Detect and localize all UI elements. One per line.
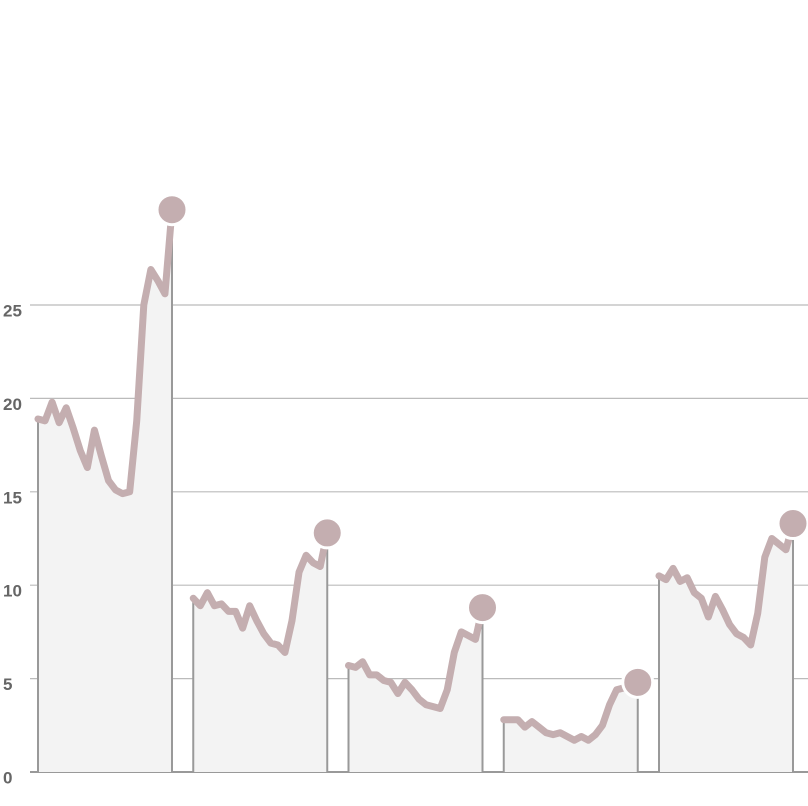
area bbox=[659, 523, 793, 772]
y-tick-label: 0 bbox=[3, 768, 12, 787]
y-tick-label: 20 bbox=[3, 395, 22, 414]
end-dot bbox=[310, 516, 344, 550]
area bbox=[503, 682, 638, 772]
line bbox=[500, 678, 642, 744]
area bbox=[348, 607, 483, 772]
y-tick-label: 15 bbox=[3, 488, 22, 507]
area bbox=[38, 209, 172, 772]
y-tick-label: 5 bbox=[3, 675, 12, 694]
line bbox=[655, 520, 797, 649]
line bbox=[34, 206, 176, 498]
end-dot bbox=[776, 507, 808, 541]
end-dot bbox=[621, 665, 655, 699]
line bbox=[189, 529, 331, 656]
y-tick-label: 25 bbox=[3, 301, 22, 320]
end-dot bbox=[466, 591, 499, 625]
area bbox=[193, 532, 328, 772]
y-tick-label: 10 bbox=[3, 582, 22, 601]
line bbox=[345, 604, 486, 712]
end-dot bbox=[155, 193, 189, 227]
